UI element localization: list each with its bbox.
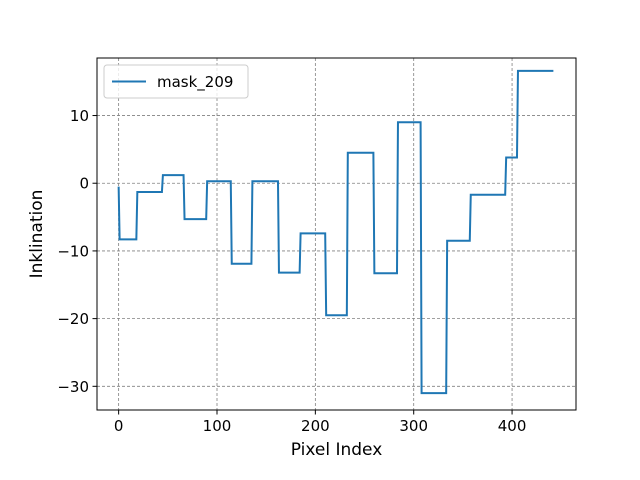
x-tick-label: 200 xyxy=(301,417,330,435)
y-tick-label: −20 xyxy=(57,310,89,328)
series-line-mask_209 xyxy=(117,69,554,395)
y-tick-label: 0 xyxy=(79,175,89,193)
y-tick-label: 10 xyxy=(70,107,89,125)
series-layer xyxy=(117,69,554,395)
y-tick-label: −30 xyxy=(57,378,89,396)
x-tick-label: 0 xyxy=(114,417,124,435)
y-axis-label: Inklination xyxy=(27,190,47,279)
y-tick-label: −10 xyxy=(57,242,89,260)
x-tick-label: 400 xyxy=(498,417,527,435)
legend-label: mask_209 xyxy=(157,73,233,92)
legend: mask_209 xyxy=(103,64,249,99)
legend-box xyxy=(103,64,249,99)
x-axis-label: Pixel Index xyxy=(291,440,383,460)
x-tick-label: 100 xyxy=(203,417,232,435)
plot-frame xyxy=(96,57,577,411)
x-tick-label: 300 xyxy=(399,417,428,435)
